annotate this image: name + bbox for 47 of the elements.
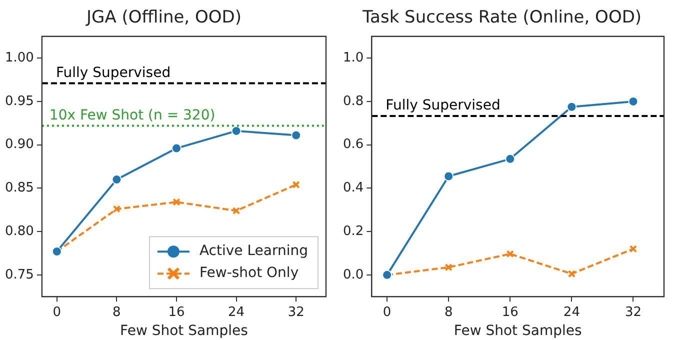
ref-line-label: Fully Supervised — [56, 64, 171, 81]
x-tick-label: 16 — [502, 304, 518, 320]
point — [172, 198, 180, 206]
x-axis-title: Few Shot Samples — [454, 323, 582, 340]
point — [231, 126, 242, 136]
x-tick-label: 0 — [52, 304, 62, 320]
y-tick-label: 0.0 — [342, 267, 364, 282]
x-tick-label: 24 — [228, 304, 245, 320]
point — [112, 174, 122, 185]
y-tick-label: 0.6 — [342, 137, 364, 152]
chart-title: Task Success Rate (Online, OOD) — [361, 8, 642, 28]
x-tick-label: 16 — [168, 304, 185, 320]
chart-title: JGA (Offline, OOD) — [86, 8, 242, 28]
x-tick-label: 24 — [563, 304, 580, 320]
x-tick-label: 32 — [624, 304, 642, 320]
legend-label: Active Learning — [199, 243, 308, 260]
point — [292, 180, 300, 189]
x-tick-label: 0 — [382, 304, 392, 320]
y-tick-label: 0.90 — [4, 137, 34, 152]
y-tick-label: 0.8 — [342, 94, 364, 109]
point — [505, 154, 516, 164]
y-tick-label: 0.4 — [342, 180, 364, 196]
y-tick-label: 1.0 — [342, 50, 364, 66]
x-tick-label: 32 — [288, 304, 304, 320]
point — [628, 96, 638, 106]
y-tick-label: 0.95 — [4, 94, 34, 109]
point — [566, 102, 577, 112]
point — [291, 130, 302, 140]
x-tick-label: 8 — [112, 304, 121, 320]
x-tick-label: 8 — [444, 304, 453, 320]
point — [232, 206, 240, 215]
y-tick-label: 1.00 — [4, 50, 34, 66]
ref-line-label: Fully Supervised — [386, 98, 500, 114]
y-tick-label: 0.85 — [4, 180, 34, 196]
legend-label: Few-shot Only — [199, 265, 299, 282]
point — [506, 250, 514, 258]
annotation: 10x Few Shot (n = 320) — [49, 107, 216, 124]
point — [112, 205, 121, 213]
point — [444, 171, 454, 182]
y-tick-label: 0.2 — [342, 224, 364, 239]
point — [172, 143, 182, 154]
y-tick-label: 0.80 — [4, 224, 34, 239]
point — [444, 264, 452, 272]
point — [568, 270, 576, 278]
y-tick-label: 0.75 — [4, 267, 34, 282]
x-axis-title: Few Shot Samples — [120, 323, 248, 340]
point — [629, 245, 638, 253]
